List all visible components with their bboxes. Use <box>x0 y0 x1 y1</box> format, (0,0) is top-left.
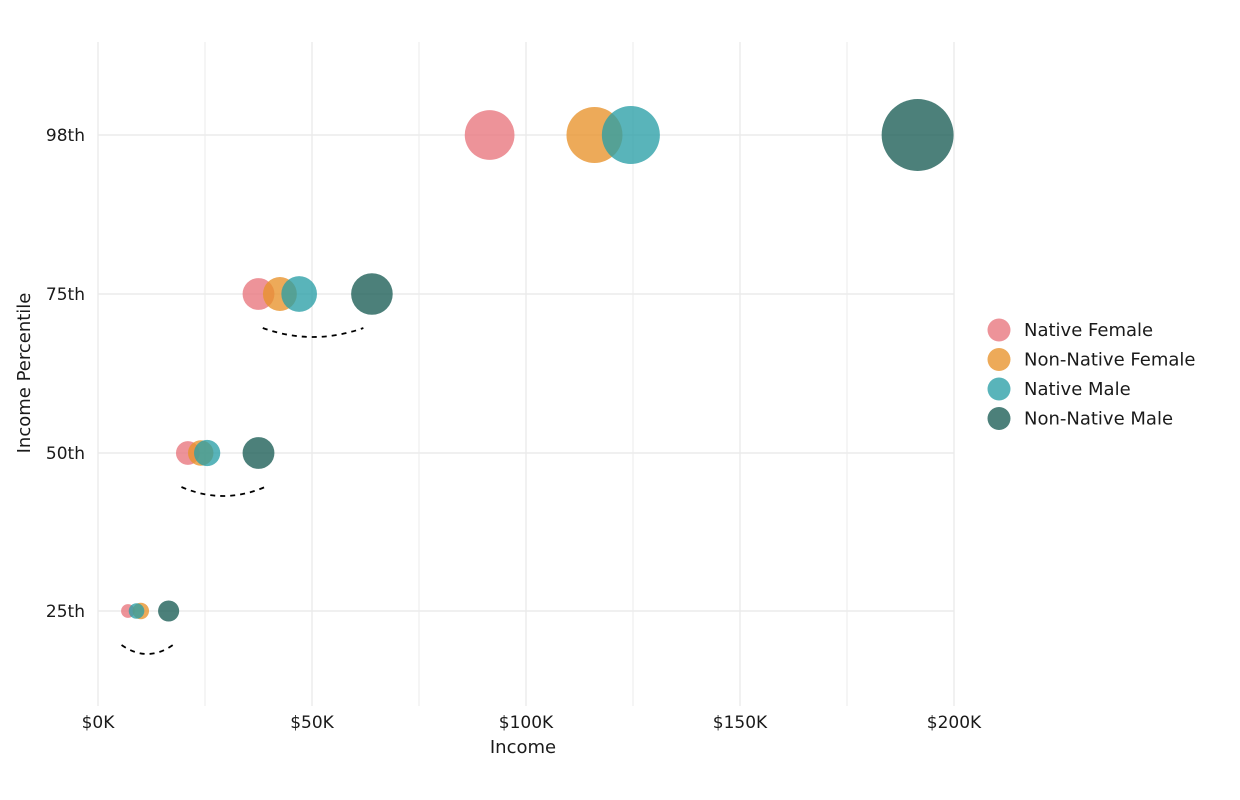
legend-label: Native Male <box>1024 379 1131 400</box>
data-point <box>242 437 275 469</box>
dashed-arc-annotation <box>121 644 174 655</box>
data-point <box>601 105 660 165</box>
data-point <box>128 603 145 619</box>
y-tick-label: 50th <box>46 444 85 464</box>
dashed-arc-annotation <box>262 327 364 338</box>
legend-swatch <box>987 318 1011 342</box>
x-tick-label: $100K <box>499 713 554 733</box>
legend-label: Non-Native Female <box>1024 350 1195 371</box>
x-tick-label: $200K <box>927 713 982 733</box>
x-tick-label: $150K <box>713 713 768 733</box>
legend-label: Native Female <box>1024 320 1153 341</box>
legend-swatch <box>987 407 1011 430</box>
dashed-arc-annotation <box>181 486 266 497</box>
data-point <box>158 600 180 622</box>
annotations <box>121 327 364 655</box>
legend-swatch <box>987 377 1011 401</box>
y-tick-label: 75th <box>46 285 85 305</box>
data-points <box>121 99 954 622</box>
x-axis-ticks: $0K $50K $100K $150K $200K <box>82 713 982 733</box>
legend-label: Non-Native Male <box>1024 409 1173 430</box>
gridlines <box>97 42 955 706</box>
x-tick-label: $0K <box>82 713 116 733</box>
legend-swatch <box>987 348 1011 371</box>
x-tick-label: $50K <box>290 713 334 733</box>
data-point <box>351 273 393 315</box>
y-tick-label: 25th <box>46 602 85 622</box>
data-point <box>464 110 515 160</box>
x-axis-title: Income <box>490 737 556 758</box>
y-axis-title: Income Percentile <box>14 293 35 454</box>
data-point <box>881 99 954 171</box>
y-tick-label: 98th <box>46 126 85 146</box>
y-axis-ticks: 25th 50th 75th 98th <box>46 126 85 622</box>
legend: Native Female Non-Native Female Native Mal… <box>987 318 1195 430</box>
data-point <box>281 276 317 312</box>
data-point <box>194 439 221 467</box>
